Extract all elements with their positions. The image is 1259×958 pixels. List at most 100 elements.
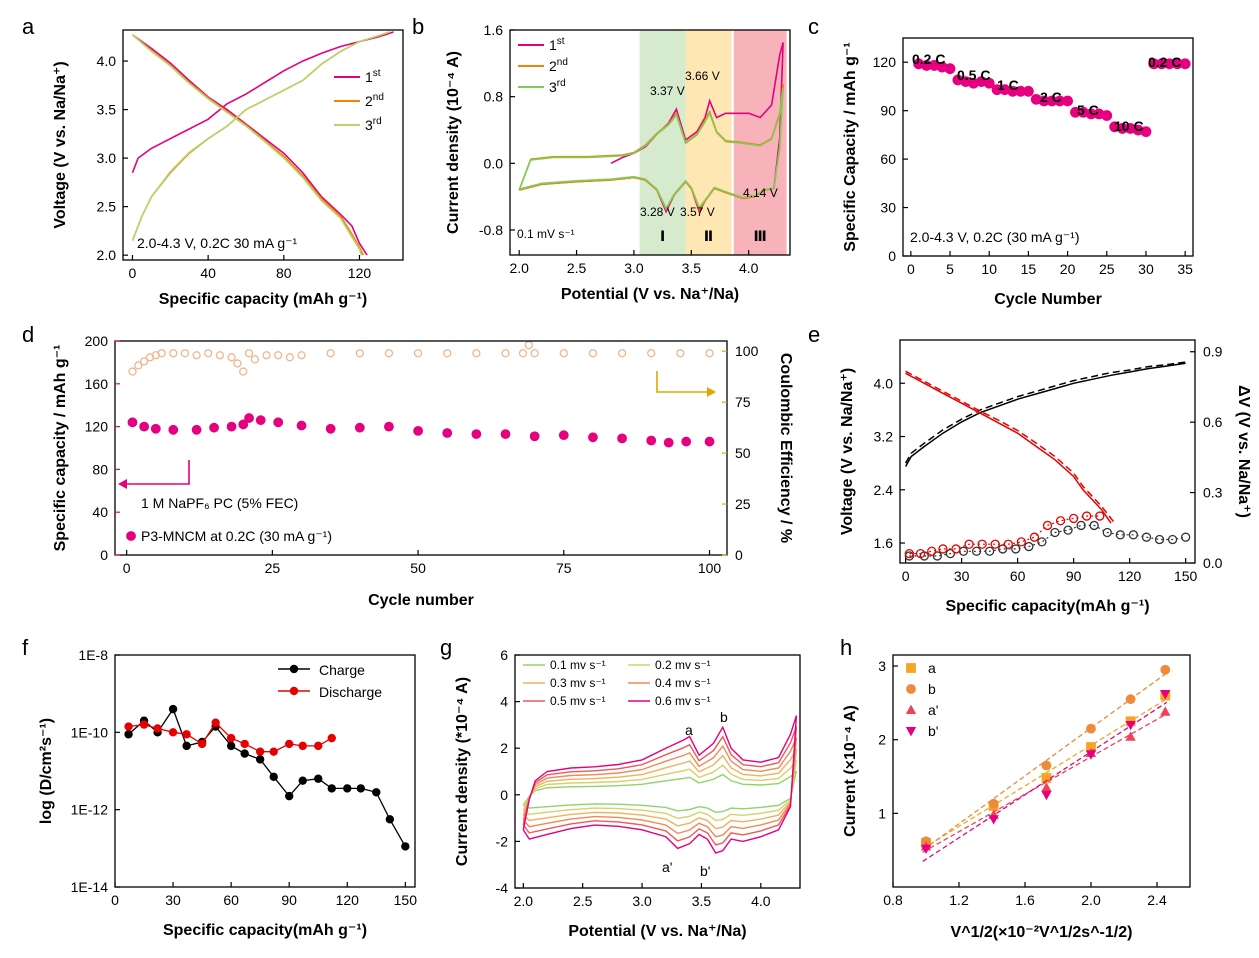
panel-e-dv-point: [1063, 525, 1073, 535]
panel-h-legend-label: b: [928, 681, 936, 697]
panel-d-left-arrowhead: [118, 479, 127, 489]
panel-c-rate-label: 0.5 C: [957, 67, 990, 83]
panel-b-annotation: 0.1 mV s⁻¹: [517, 227, 575, 241]
panel-d-efficiency-point: [501, 349, 510, 358]
panel-b-ytick-label: 0.0: [484, 155, 504, 171]
panel-c-rate-label: 0.2 C: [1148, 54, 1181, 70]
panel-f-point: [343, 784, 352, 793]
panel-e-dv-point: [1076, 520, 1086, 531]
panel-b-curve-3rd: [519, 88, 784, 211]
panel-c-rate-label: 10 C: [1114, 118, 1144, 134]
panel-a-annotation: 2.0-4.3 V, 0.2C 30 mA g⁻¹: [137, 235, 298, 251]
panel-d-efficiency-point: [413, 349, 423, 358]
panel-d-ytick-label: 120: [85, 419, 109, 435]
panel-d-ylabel2: Coulombic Efficiency / %: [777, 353, 794, 543]
panel-d-xtick-label: 25: [265, 560, 281, 576]
panel-f-point: [385, 815, 395, 824]
panel-h-point: [988, 798, 999, 809]
panel-h-xlabel: V^1/2(×10⁻²V^1/2s^-1/2): [951, 924, 1133, 941]
panel-f-point: [240, 749, 249, 758]
panel-c-ytick-label: 30: [880, 200, 896, 216]
panel-d-ytick-label: 40: [92, 504, 108, 520]
panel-b-peak-label: 4.14 V: [743, 186, 778, 200]
panel-e-ytick-label: 0.6: [1203, 414, 1223, 430]
panel-a-xtick-label: 120: [348, 265, 372, 281]
panel-a-ylabel: Voltage (V vs. Na/Na⁺): [52, 61, 69, 228]
panel-e-dv-point: [998, 544, 1008, 554]
panel-b-peak-label: 3.28 V: [640, 205, 675, 219]
panel-e-dv-point: [1055, 516, 1066, 526]
panel-f-point: [197, 739, 207, 749]
panel-f-point: [327, 784, 336, 793]
panel-f-point: [211, 718, 220, 727]
panel-f-point: [255, 747, 265, 756]
panel-d-efficiency-point: [384, 349, 394, 358]
panel-h-xtick-label: 0.8: [883, 892, 903, 908]
panel-e-ytick-label: 2.4: [874, 482, 894, 498]
panel-a-legend-label: 1st: [365, 68, 381, 85]
panel-g-legend-label: 0.4 mv s⁻¹: [655, 676, 711, 690]
panel-d-efficiency-point: [588, 349, 598, 358]
panel-d-efficiency-point: [297, 351, 306, 360]
panel-e-dv-point: [1089, 520, 1099, 531]
panel-e-dv-point: [938, 544, 948, 554]
panel-b-region-2: [685, 30, 732, 255]
panel-g-legend-label: 0.3 mv s⁻¹: [550, 676, 606, 690]
panel-b-ytick-label: 0.8: [484, 89, 504, 105]
panel-d-efficiency-point: [705, 349, 714, 358]
panel-b-label: b: [412, 14, 424, 39]
panel-c-ytick-label: 90: [880, 103, 896, 119]
panel-a-frame: [122, 29, 404, 261]
panel-f-point: [298, 776, 307, 785]
panel-d-capacity-point: [209, 422, 219, 433]
panel-d-legend-marker: [126, 531, 136, 541]
panel-f-legend-marker: [289, 664, 299, 674]
panel-b-peak-label: 3.57 V: [680, 205, 715, 219]
panel-c-xtick-label: 30: [1138, 261, 1154, 277]
panel-e-xtick-label: 120: [1118, 568, 1142, 584]
panel-a-ytick-label: 2.5: [97, 199, 117, 215]
panel-d-capacity-point: [413, 425, 423, 436]
panel-d-capacity-point: [296, 420, 307, 431]
panel-h-fit-line: [922, 701, 1168, 863]
panel-e-dv-point: [977, 539, 987, 549]
panel-h-fit-line: [922, 713, 1168, 853]
panel-d-efficiency-point: [518, 349, 528, 358]
panel-d-efficiency-point: [524, 340, 533, 350]
panel-a-curve-1st: [131, 31, 394, 173]
panel-f-ytick-label: 1E-10: [71, 724, 109, 740]
panel-e-dv-point: [915, 548, 926, 559]
panel-g-ytick-label: -4: [496, 880, 509, 896]
panel-b-region-label: Ⅰ: [660, 228, 665, 244]
panel-h-legend-marker: [906, 684, 916, 694]
panel-d-ytick-label: 200: [85, 333, 109, 349]
panel-f-xtick-label: 120: [336, 892, 360, 908]
panel-g-peak-label: b': [700, 863, 710, 879]
panel-g-frame: [514, 654, 801, 889]
panel-g-cv-upper: [522, 715, 798, 830]
panel-a-ytick-label: 3.5: [97, 102, 117, 118]
panel-e-dv-point: [927, 546, 937, 556]
panel-e-ytick-label: 3.2: [874, 429, 894, 445]
panel-b-legend-label: 1st: [549, 36, 565, 53]
panel-d-ytick-label: 75: [735, 394, 751, 410]
panel-c-xtick-label: 20: [1060, 261, 1076, 277]
panel-e-xtick-label: 60: [1010, 568, 1026, 584]
panel-a-curve-3rd: [131, 31, 391, 241]
panel-d-capacity-point: [150, 423, 161, 434]
panel-e-dv-point: [1029, 532, 1040, 542]
panel-g-xlabel: Potential (V vs. Na⁺/Na): [568, 923, 746, 940]
panel-d-capacity-point: [255, 415, 266, 426]
panel-h-point: [1160, 706, 1171, 716]
panel-g-cv-lower: [522, 715, 798, 854]
panel-e-dv-line: [909, 515, 1100, 555]
panel-c-point: [944, 63, 956, 75]
panel-g-legend-label: 0.2 mv s⁻¹: [655, 658, 711, 672]
panel-f-frame: [114, 654, 416, 888]
panel-d-efficiency-point: [285, 353, 295, 362]
panel-c-xtick-label: 0: [907, 261, 915, 277]
panel-d-ytick-label: 25: [735, 496, 751, 512]
panel-f-point: [314, 774, 323, 783]
panel-a-legend-label: 2nd: [365, 92, 384, 109]
panel-e-dv-point: [990, 539, 1000, 549]
